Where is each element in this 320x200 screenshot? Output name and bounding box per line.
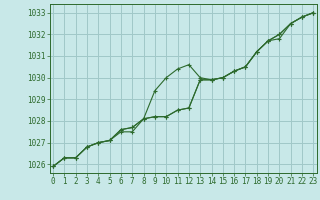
Text: Graphe pression niveau de la mer (hPa): Graphe pression niveau de la mer (hPa) [58, 184, 262, 193]
